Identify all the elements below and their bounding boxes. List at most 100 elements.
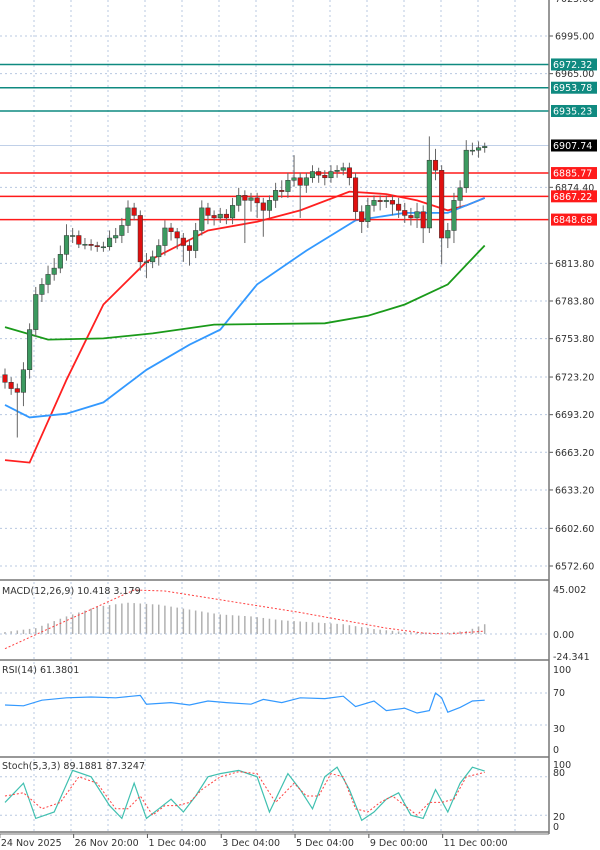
price-tick-label: 7025.00 <box>555 0 594 5</box>
candle-body <box>389 200 395 205</box>
candle-body <box>199 207 205 231</box>
candle-body <box>482 146 488 148</box>
candle-body <box>371 200 377 206</box>
candle-body <box>119 225 125 236</box>
candle <box>193 222 199 259</box>
level-label: 6885.77 <box>553 169 592 180</box>
time-tick-label: 26 Nov 20:00 <box>75 838 139 849</box>
candle <box>432 148 439 181</box>
price-tick-label: 6633.20 <box>555 485 594 496</box>
stoch-d-line <box>4 771 485 816</box>
candle <box>273 182 279 208</box>
candle <box>279 180 285 198</box>
candle <box>94 241 100 252</box>
candle <box>254 192 260 218</box>
candle-body <box>186 245 193 251</box>
candle-body <box>408 215 414 219</box>
candle-body <box>469 149 475 152</box>
candle <box>211 210 217 226</box>
candle <box>451 192 457 244</box>
candle <box>402 202 408 223</box>
level-badge <box>551 213 597 226</box>
candle <box>383 195 389 208</box>
candle <box>131 202 137 221</box>
price-tick-label: 6783.80 <box>555 296 594 307</box>
candle <box>260 197 266 237</box>
candle-body <box>193 230 199 251</box>
rsi-tick-label: 70 <box>553 688 565 699</box>
candle <box>174 227 180 250</box>
candle-body <box>33 294 39 330</box>
candle-body <box>137 215 143 263</box>
candle-body <box>402 210 408 216</box>
candle <box>2 368 8 389</box>
price-tick-label: 6663.20 <box>555 448 594 459</box>
macd-label: MACD(12,26,9) 10.418 3.179 <box>2 586 141 597</box>
current-price-label: 6907.74 <box>553 141 592 152</box>
candle <box>119 217 125 244</box>
candle <box>297 172 303 218</box>
candle-body <box>383 200 389 202</box>
candle <box>377 195 383 211</box>
candle <box>396 197 402 218</box>
candle-body <box>445 230 451 239</box>
candle-body <box>346 167 352 179</box>
candle <box>88 239 94 251</box>
candle <box>291 155 297 187</box>
candle-body <box>174 231 180 239</box>
candle <box>14 383 20 438</box>
candle-body <box>8 382 14 389</box>
candle <box>113 227 119 244</box>
level-badge <box>551 81 597 94</box>
candle-body <box>297 177 303 186</box>
candle <box>303 172 309 193</box>
candle <box>365 197 371 228</box>
candle-body <box>279 190 285 192</box>
rsi-tick-label: 100 <box>553 665 571 676</box>
moving-average-line <box>4 244 486 341</box>
candle-body <box>353 177 359 212</box>
candle <box>63 224 70 261</box>
candle-body <box>88 244 94 246</box>
candle-body <box>223 213 229 219</box>
candle-body <box>365 205 371 222</box>
price-tick-label: 6602.60 <box>555 524 594 535</box>
candle-body <box>217 213 223 219</box>
candle <box>76 230 82 249</box>
candle <box>217 207 223 223</box>
price-tick-label: 6723.20 <box>555 373 594 384</box>
rsi-tick-label: 30 <box>553 724 565 735</box>
candle-body <box>51 267 57 275</box>
candle-body <box>254 197 260 204</box>
candle <box>248 192 254 212</box>
candle-body <box>463 149 469 189</box>
candle-body <box>57 254 63 269</box>
candle <box>33 286 39 338</box>
candle-body <box>236 195 242 206</box>
candle-body <box>27 329 33 371</box>
candle-body <box>211 215 217 219</box>
candle <box>469 142 475 156</box>
candle-body <box>457 187 463 201</box>
candle <box>353 172 359 221</box>
candle-body <box>359 211 365 222</box>
candle <box>463 140 469 193</box>
candle <box>168 222 174 241</box>
candle <box>100 241 106 252</box>
price-tick-label: 6572.60 <box>555 561 594 572</box>
candle <box>70 227 76 244</box>
candle <box>199 200 205 236</box>
candle-body <box>260 202 266 211</box>
candle-body <box>100 246 106 249</box>
rsi-line <box>4 692 485 714</box>
candle <box>230 197 236 225</box>
candle <box>316 167 322 183</box>
candle-body <box>205 207 211 216</box>
candle-body <box>162 227 168 246</box>
candle-body <box>20 369 26 393</box>
candle-body <box>94 245 100 248</box>
candle <box>82 238 88 250</box>
time-tick-label: 3 Dec 04:00 <box>222 838 280 849</box>
candle-body <box>439 170 445 239</box>
